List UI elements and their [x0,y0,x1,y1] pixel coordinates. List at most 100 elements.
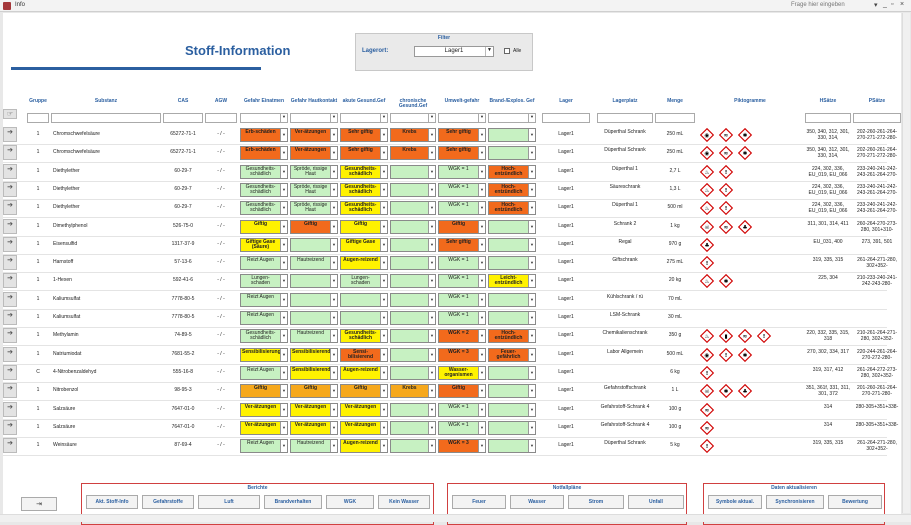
chevron-down-icon[interactable]: ▼ [428,330,435,343]
chevron-down-icon[interactable]: ▼ [280,165,287,178]
hazard-select-g5[interactable]: Giftig ▼ [438,384,486,399]
chevron-down-icon[interactable]: ▼ [330,275,337,288]
chevron-down-icon[interactable]: ▼ [428,129,435,141]
chevron-down-icon[interactable]: ▼ [380,238,387,251]
chevron-down-icon[interactable]: ▼ [428,275,435,288]
filter-field-lagerplatz[interactable] [597,113,653,123]
unfall-button[interactable]: Unfall [628,495,684,509]
chevron-down-icon[interactable]: ▼ [280,183,287,196]
filter-field-lager[interactable] [542,113,590,123]
record-selector[interactable]: ➔ [3,218,17,234]
table-row[interactable]: 1 Dimethylphenol 526-75-0- / - Giftig ▼ Gifti… [3,218,897,237]
table-row[interactable]: 1 Diethylether 60-29-7 - / - Gesundheits-sch… [3,181,897,200]
record-selector[interactable]: ➔ [3,310,17,325]
hazard-select-g4[interactable]: ▼ [390,219,436,234]
chevron-down-icon[interactable]: ▼ [428,403,435,416]
chevron-down-icon[interactable]: ▼ [280,366,287,379]
chevron-down-icon[interactable]: ▼ [428,440,435,453]
hazard-select-g5[interactable]: WGK = 2 ▼ [438,329,486,344]
chevron-down-icon[interactable]: ▼ [478,293,485,306]
hazard-select-g4[interactable]: ▼ [390,311,436,325]
chevron-down-icon[interactable]: ▼ [380,293,387,306]
hazard-select-g6[interactable]: ▼ [488,219,536,234]
chevron-down-icon[interactable]: ▼ [280,440,287,453]
chevron-down-icon[interactable]: ▼ [380,202,387,215]
filter-field-g6[interactable]: ▼ [488,113,536,123]
chevron-down-icon[interactable]: ▼ [280,421,287,434]
hazard-select-g3[interactable]: Sehr giftig ▼ [340,146,388,161]
table-row[interactable]: 1 Nitrobenzol 98-95-3- / - Giftig ▼ Giftig ▼ Gi… [3,382,897,402]
chevron-down-icon[interactable]: ▼ [528,366,535,379]
chevron-down-icon[interactable]: ▼ [528,348,535,361]
hazard-select-g5[interactable]: Sehr giftig ▼ [438,237,486,252]
akt-stoff-info-button[interactable]: Akt. Stoff-Info [86,495,138,509]
filter-field-gruppe[interactable] [27,113,49,123]
hazard-select-g4[interactable]: Krebs ▼ [390,384,436,399]
chevron-down-icon[interactable]: ▼ [380,183,387,196]
minimize-icon[interactable]: _ [883,1,887,8]
wgk-button[interactable]: WGK [326,495,374,509]
chevron-down-icon[interactable]: ▼ [528,147,535,160]
chevron-down-icon[interactable]: ▼ [330,403,337,416]
chevron-down-icon[interactable]: ▼ [428,312,435,324]
chevron-down-icon[interactable]: ▼ [280,348,287,361]
hazard-select-g2[interactable]: ▼ [290,311,338,325]
hazard-select-g1[interactable]: Sensibilisierung ▼ [240,347,288,362]
help-search-input[interactable]: Frage hier eingeben [791,2,845,8]
chevron-down-icon[interactable]: ▼ [528,183,535,196]
hazard-select-g6[interactable]: ▼ [488,420,536,435]
record-selector[interactable]: ➔ [3,255,17,271]
hazard-select-g1[interactable]: Giftige Gase (Säure) ▼ [240,237,288,252]
chevron-down-icon[interactable]: ▼ [380,421,387,434]
record-selector[interactable]: ➔ [3,383,17,399]
chevron-down-icon[interactable]: ▼ [280,330,287,343]
table-row[interactable]: 1 Kaliumsulfat 7778-80-5 - / - Reizt Augen ▼ ▼… [3,309,887,328]
chevron-down-icon[interactable]: ▼ [478,202,485,215]
chevron-down-icon[interactable]: ▼ [528,202,535,215]
hazard-select-g3[interactable]: Sehr giftig ▼ [340,128,388,142]
chevron-down-icon[interactable]: ▼ [528,165,535,178]
gefahrstoffe-button[interactable]: Gefahrstoffe [142,495,194,509]
filter-field-g3[interactable]: ▼ [340,113,388,123]
hazard-select-g5[interactable]: Sehr giftig ▼ [438,128,486,142]
hazard-select-g3[interactable]: Ver-ätzungen ▼ [340,420,388,435]
record-selector[interactable]: ➔ [3,273,17,289]
hazard-select-g5[interactable]: Wasser-organismen ▼ [438,365,486,380]
hazard-select-g4[interactable]: ▼ [390,256,436,271]
hazard-select-g2[interactable]: Hautreizend ▼ [290,439,338,454]
hazard-select-g4[interactable]: ▼ [390,292,436,307]
wasser-button[interactable]: Wasser [510,495,564,509]
chevron-down-icon[interactable]: ▼ [478,257,485,270]
chevron-down-icon[interactable]: ▼ [330,385,337,398]
hazard-select-g4[interactable]: ▼ [390,329,436,344]
chevron-down-icon[interactable]: ▼ [478,348,485,361]
chevron-down-icon[interactable]: ▼ [280,238,287,251]
hazard-select-g6[interactable]: ▼ [488,237,536,252]
chevron-down-icon[interactable]: ▼ [478,366,485,379]
hazard-select-g5[interactable]: WGK = 1 ▼ [438,201,486,216]
chevron-down-icon[interactable]: ▼ [280,129,287,141]
table-row[interactable]: 1 Weinsäure 87-69-4- / - Reizt Augen ▼ Hautre… [3,437,897,457]
hazard-select-g6[interactable]: Hoch-entzündlich ▼ [488,164,536,179]
chevron-down-icon[interactable]: ▼ [478,238,485,251]
chevron-down-icon[interactable]: ▼ [478,421,485,434]
chevron-down-icon[interactable]: ▼ [528,238,535,251]
chevron-down-icon[interactable]: ▼ [478,330,485,343]
chevron-down-icon[interactable]: ▼ [330,330,337,343]
filter-field-g2[interactable]: ▼ [290,113,338,123]
chevron-down-icon[interactable]: ▼ [280,312,287,324]
hazard-select-g2[interactable]: Spröde, rissige Haut ▼ [290,182,338,197]
hazard-select-g4[interactable]: Krebs ▼ [390,146,436,161]
chevron-down-icon[interactable]: ▼ [428,348,435,361]
hazard-select-g4[interactable]: ▼ [390,237,436,252]
hazard-select-g4[interactable]: ▼ [390,365,436,380]
hazard-select-g1[interactable]: Ver-ätzungen ▼ [240,402,288,417]
bewertung-button[interactable]: Bewertung [828,495,882,509]
record-selector[interactable]: ➔ [3,328,17,344]
chevron-down-icon[interactable]: ▼ [528,220,535,233]
hazard-select-g2[interactable]: ▼ [290,292,338,307]
hazard-select-g1[interactable]: Erb-schäden ▼ [240,128,288,142]
hazard-select-g3[interactable]: Lungen-schaden ▼ [340,274,388,289]
chevron-down-icon[interactable]: ▼ [380,147,387,160]
hazard-select-g4[interactable]: ▼ [390,347,436,362]
